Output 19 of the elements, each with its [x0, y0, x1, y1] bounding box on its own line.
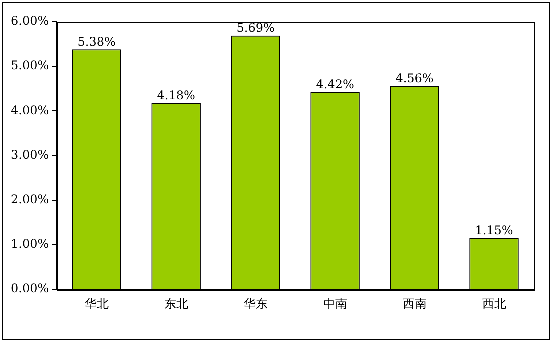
data-label: 5.38% — [78, 34, 116, 49]
x-tick-label: 西南 — [402, 296, 427, 311]
data-label: 1.15% — [475, 223, 514, 238]
x-tick-label: 华北 — [84, 296, 109, 311]
y-tick-label: 2.00% — [10, 192, 50, 207]
x-tick-label: 西北 — [482, 296, 506, 311]
data-label: 4.56% — [396, 71, 434, 86]
y-tick-label: 5.00% — [10, 58, 50, 73]
data-label: 5.69% — [236, 20, 275, 35]
x-tick-label: 华东 — [244, 296, 268, 311]
x-tick-label: 东北 — [164, 296, 188, 311]
data-label: 4.42% — [316, 78, 354, 92]
y-tick-label: 3.00% — [10, 148, 50, 162]
y-tick-label: 1.00% — [10, 237, 50, 252]
x-tick-label: 中南 — [323, 296, 348, 311]
y-tick-label: 0.00% — [10, 282, 50, 296]
data-label: 4.18% — [157, 88, 196, 102]
y-tick-label: 6.00% — [10, 14, 50, 28]
y-tick-label: 4.00% — [10, 103, 50, 118]
